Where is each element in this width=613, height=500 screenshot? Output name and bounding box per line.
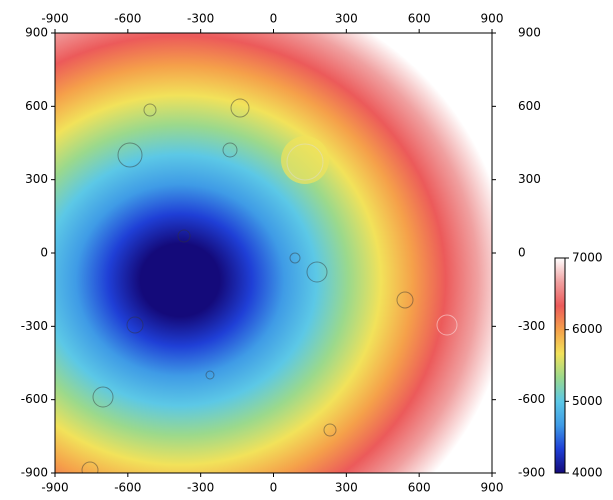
y-tick-label-right: -900 — [518, 466, 545, 480]
colorbar-tick-label: 4000 — [572, 466, 603, 480]
x-tick-label-bottom: 600 — [408, 481, 431, 495]
map-field — [55, 33, 492, 473]
x-tick-label-top: 0 — [270, 12, 278, 26]
y-tick-label-right: 600 — [518, 99, 541, 113]
y-tick-label-left: -300 — [21, 319, 48, 333]
colorbar-tick-label: 7000 — [572, 251, 603, 265]
x-tick-label-bottom: -900 — [41, 481, 68, 495]
y-tick-label-left: 900 — [25, 26, 48, 40]
y-tick-label-left: 300 — [25, 172, 48, 186]
x-tick-label-bottom: 900 — [481, 481, 504, 495]
y-tick-label-left: 600 — [25, 99, 48, 113]
x-tick-label-top: -300 — [187, 12, 214, 26]
x-tick-label-bottom: 300 — [335, 481, 358, 495]
x-tick-label-bottom: -600 — [114, 481, 141, 495]
y-tick-label-right: 300 — [518, 172, 541, 186]
y-tick-label-right: -300 — [518, 319, 545, 333]
x-tick-label-top: -900 — [41, 12, 68, 26]
colorbar-tick-label: 5000 — [572, 394, 603, 408]
highland-patch — [281, 136, 329, 184]
x-tick-label-top: 600 — [408, 12, 431, 26]
x-tick-label-bottom: 0 — [270, 481, 278, 495]
topography-map — [55, 33, 492, 473]
colorbar-tick-label: 6000 — [572, 322, 603, 336]
y-tick-label-right: 900 — [518, 26, 541, 40]
x-tick-label-top: 300 — [335, 12, 358, 26]
y-tick-label-right: 0 — [518, 246, 526, 260]
x-tick-label-bottom: -300 — [187, 481, 214, 495]
x-tick-label-top: 900 — [481, 12, 504, 26]
y-tick-label-right: -600 — [518, 392, 545, 406]
y-tick-label-left: 0 — [40, 246, 48, 260]
y-tick-label-left: -900 — [21, 466, 48, 480]
colorbar — [555, 258, 565, 473]
x-tick-label-top: -600 — [114, 12, 141, 26]
y-tick-label-left: -600 — [21, 392, 48, 406]
map-figure: -900-900-600-600-300-3000030030060060090… — [0, 0, 613, 500]
